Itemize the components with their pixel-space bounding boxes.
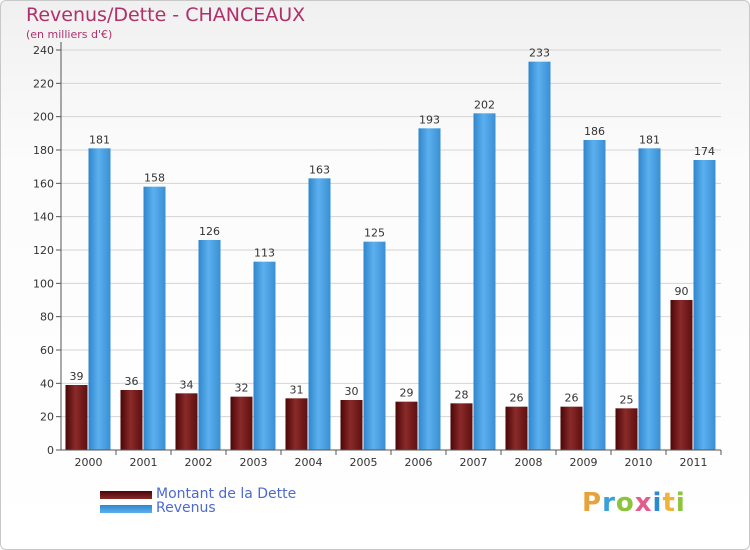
data-label-debt: 28: [455, 388, 469, 401]
data-label-revenus: 174: [694, 145, 715, 158]
logo-letter: i: [675, 488, 686, 518]
data-label-debt: 90: [675, 285, 689, 298]
data-label-revenus: 125: [364, 227, 385, 240]
chart-subtitle: (en milliers d'€): [26, 28, 113, 41]
bar-debt: [450, 403, 473, 450]
legend-swatch-revenus: [100, 505, 152, 513]
y-tick-label: 240: [33, 44, 54, 57]
bar-revenus: [473, 113, 496, 450]
data-label-debt: 25: [620, 393, 634, 406]
bar-debt: [560, 406, 583, 450]
bar-debt: [340, 400, 363, 450]
x-tick-label: 2010: [625, 456, 653, 469]
bar-debt: [505, 406, 528, 450]
bar-revenus: [363, 241, 386, 450]
bar-revenus: [88, 148, 111, 451]
x-tick-label: 2007: [460, 456, 488, 469]
bar-revenus: [528, 61, 551, 451]
y-tick-label: 160: [33, 177, 54, 190]
bar-revenus: [583, 140, 606, 450]
x-tick-label: 2000: [75, 456, 103, 469]
bar-debt: [230, 396, 253, 450]
logo-letter: P: [582, 488, 603, 518]
chart-title: Revenus/Dette - CHANCEAUX: [26, 4, 306, 26]
y-tick-label: 100: [33, 277, 54, 290]
data-label-revenus: 193: [419, 113, 440, 126]
data-label-revenus: 202: [474, 98, 495, 111]
data-label-debt: 39: [70, 370, 84, 383]
bar-debt: [670, 300, 693, 450]
data-label-debt: 26: [565, 392, 579, 405]
bar-debt: [285, 398, 308, 450]
logo-letter: r: [602, 488, 616, 518]
data-label-revenus: 163: [309, 163, 330, 176]
x-tick-label: 2009: [570, 456, 598, 469]
x-tick-label: 2001: [130, 456, 158, 469]
logo-letter: o: [615, 488, 635, 518]
y-tick-label: 220: [33, 77, 54, 90]
data-label-debt: 31: [290, 383, 304, 396]
x-tick-label: 2002: [185, 456, 213, 469]
x-tick-label: 2006: [405, 456, 433, 469]
data-label-revenus: 181: [89, 133, 110, 146]
x-tick-label: 2004: [295, 456, 323, 469]
bar-revenus: [308, 178, 331, 451]
x-tick-label: 2003: [240, 456, 268, 469]
data-label-revenus: 113: [254, 247, 275, 260]
proxiti-logo: Proxiti: [582, 488, 686, 518]
y-tick-label: 120: [33, 244, 54, 257]
bar-debt: [120, 390, 143, 450]
bar-revenus: [198, 240, 221, 450]
data-label-debt: 34: [180, 378, 194, 391]
data-label-revenus: 126: [199, 225, 220, 238]
bar-debt: [395, 401, 418, 450]
y-tick-label: 180: [33, 144, 54, 157]
data-label-debt: 32: [235, 382, 249, 395]
x-tick-label: 2008: [515, 456, 543, 469]
y-tick-label: 80: [40, 311, 54, 324]
logo-letter: x: [634, 488, 653, 518]
data-label-debt: 36: [125, 375, 139, 388]
legend-swatch-debt: [100, 491, 152, 499]
y-tick-label: 0: [47, 444, 54, 457]
data-label-debt: 26: [510, 392, 524, 405]
bar-revenus: [143, 186, 166, 450]
logo-letter: i: [652, 488, 663, 518]
y-tick-label: 40: [40, 377, 54, 390]
data-label-revenus: 181: [639, 133, 660, 146]
x-tick-label: 2011: [680, 456, 708, 469]
bar-debt: [175, 393, 198, 450]
y-tick-label: 60: [40, 344, 54, 357]
y-tick-label: 140: [33, 211, 54, 224]
bar-revenus: [693, 160, 716, 450]
bar-revenus: [253, 261, 276, 450]
y-tick-label: 200: [33, 111, 54, 124]
legend-label-debt: Montant de la Dette: [156, 486, 297, 502]
data-label-debt: 30: [345, 385, 359, 398]
data-label-revenus: 233: [529, 47, 550, 60]
legend-label-revenus: Revenus: [156, 500, 216, 516]
data-label-revenus: 158: [144, 172, 165, 185]
x-tick-label: 2005: [350, 456, 378, 469]
bar-revenus: [638, 148, 661, 451]
data-label-revenus: 186: [584, 125, 605, 138]
bar-debt: [615, 408, 638, 450]
logo-letter: t: [662, 488, 676, 518]
y-tick-label: 20: [40, 411, 54, 424]
bar-debt: [65, 385, 88, 450]
data-label-debt: 29: [400, 387, 414, 400]
bar-revenus: [418, 128, 441, 451]
